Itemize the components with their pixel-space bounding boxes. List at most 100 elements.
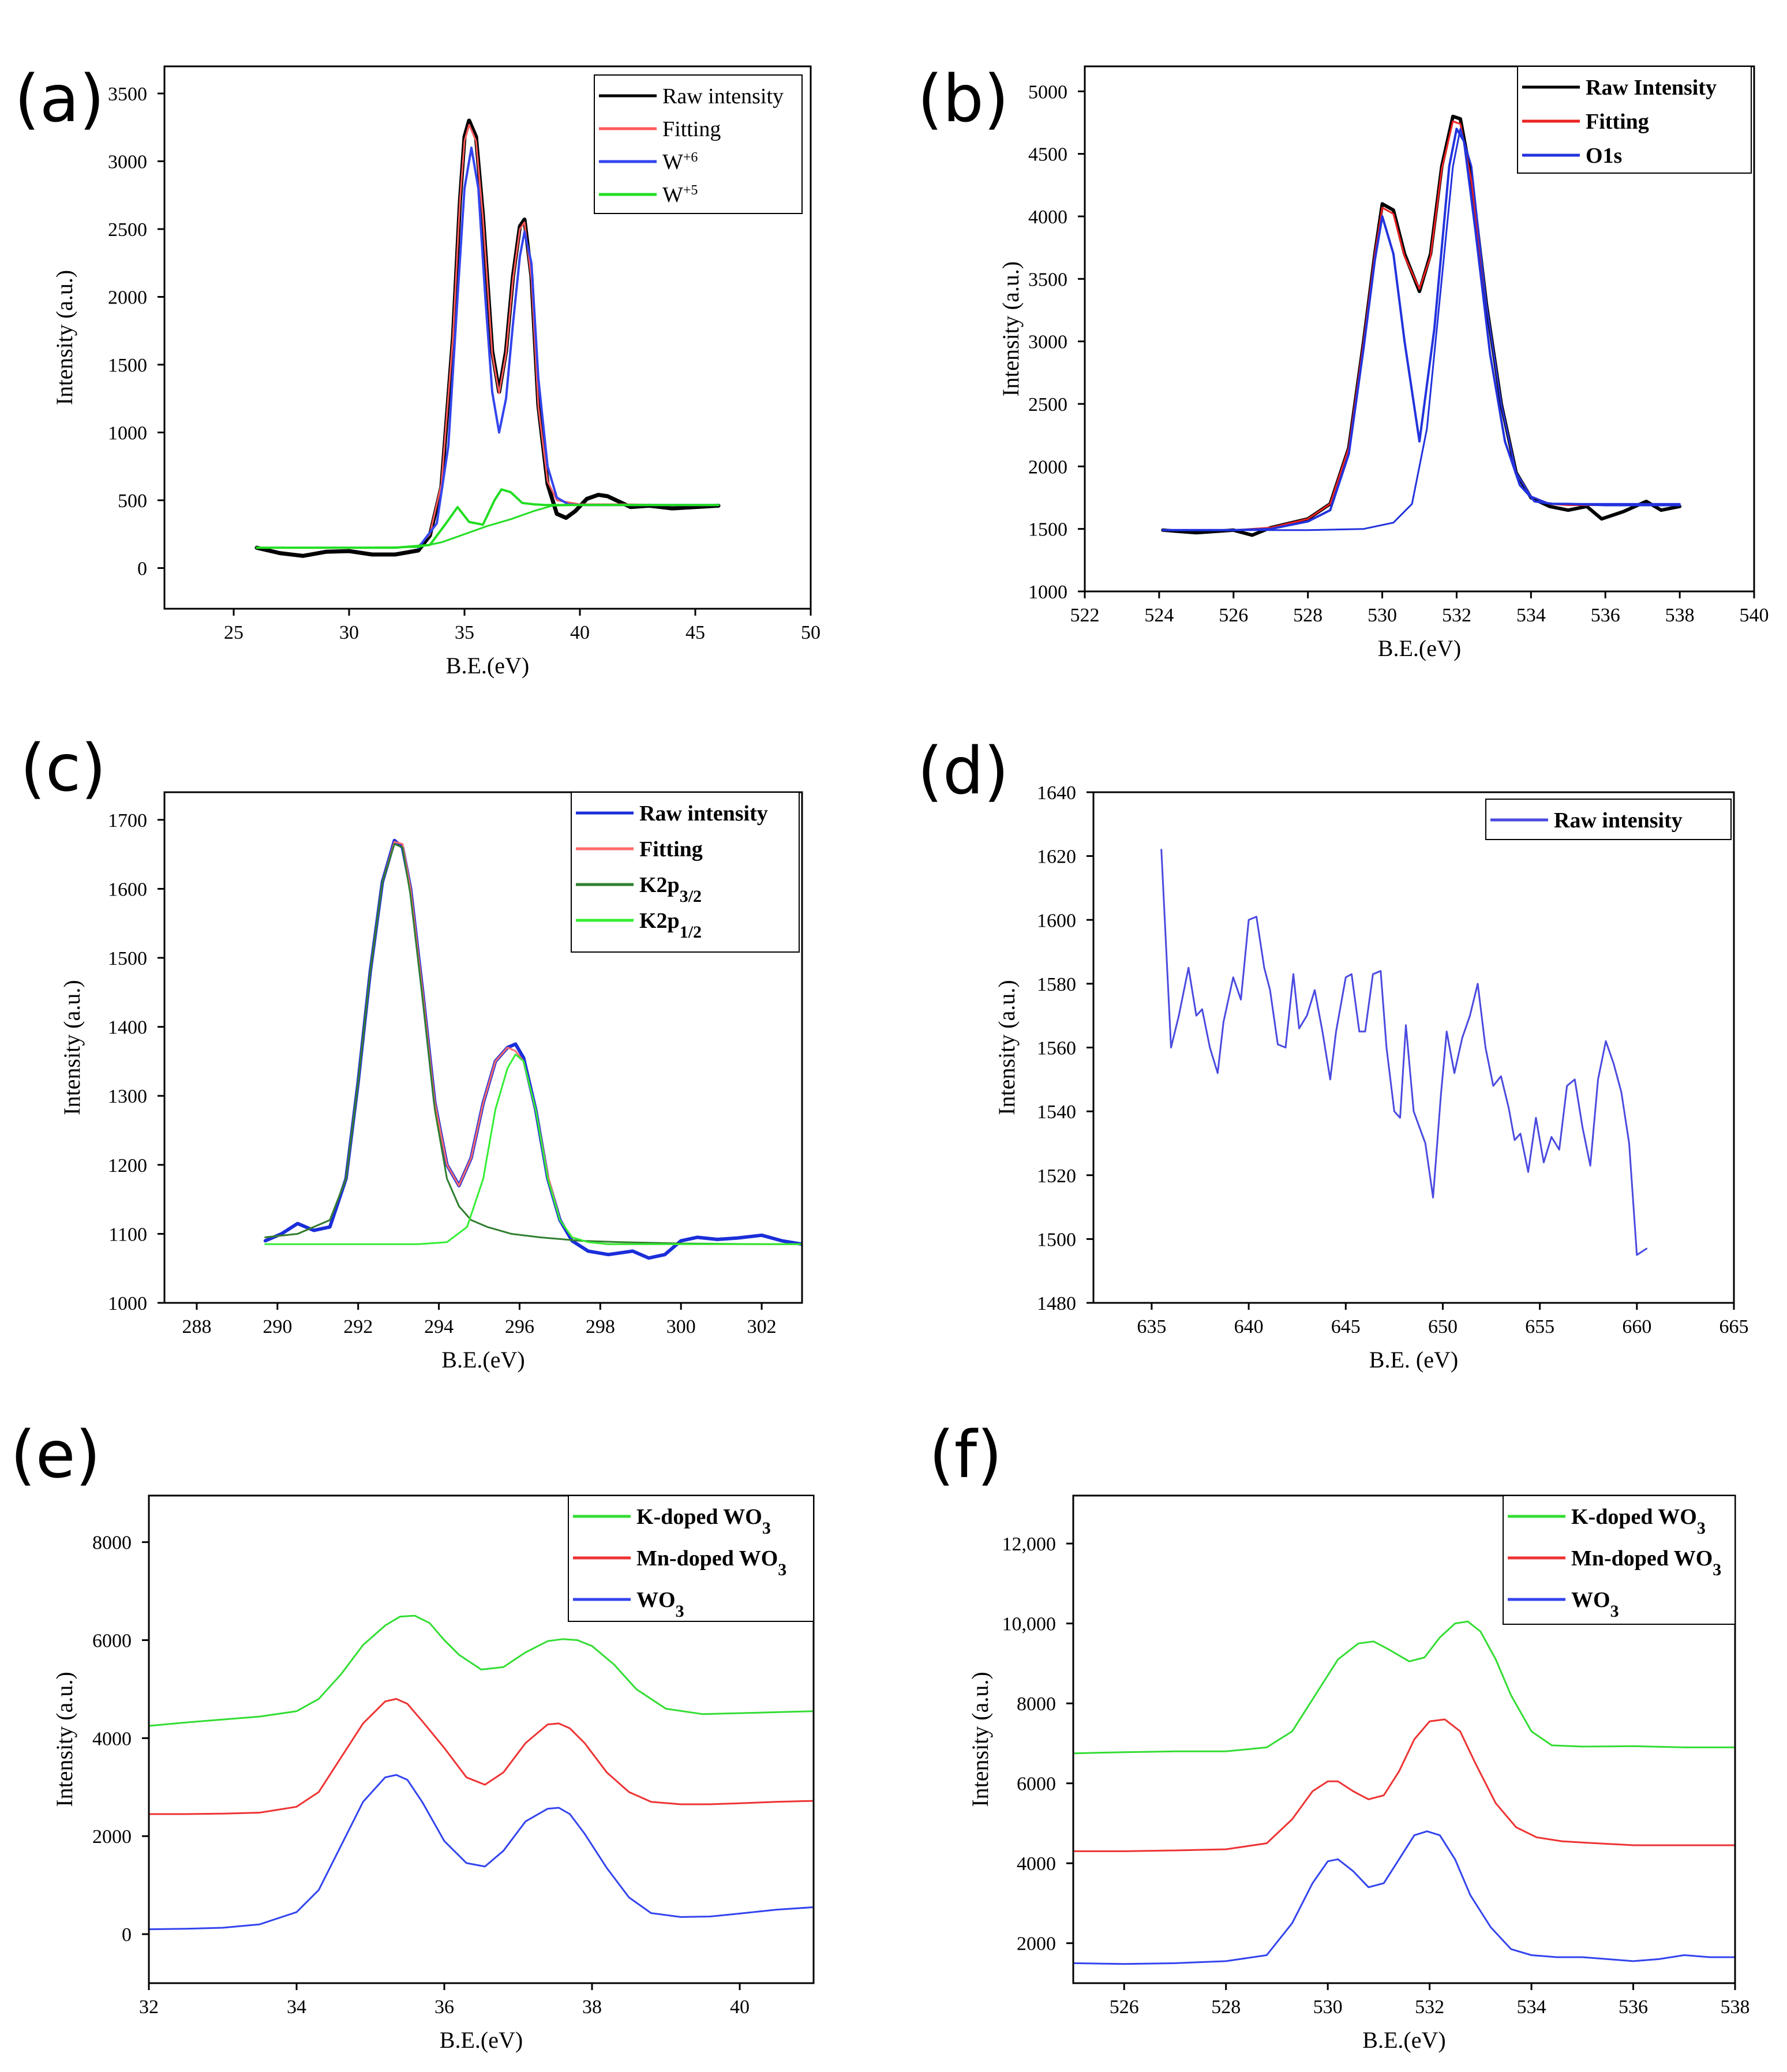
x-tick-label: 532 <box>1415 1996 1444 2018</box>
x-axis-title: B.E.(eV) <box>441 1347 525 1373</box>
legend-label: Fitting <box>639 837 703 861</box>
y-axis-title: Intensity (a.u.) <box>59 980 85 1115</box>
x-tick-label: 524 <box>1144 605 1174 626</box>
legend-label: W+6 <box>662 150 698 174</box>
x-tick-label: 530 <box>1368 605 1397 626</box>
y-tick-label: 1620 <box>1037 846 1076 868</box>
x-tick-label: 35 <box>455 622 474 643</box>
x-tick-label: 45 <box>685 622 705 643</box>
series-line-k-doped-wo3 <box>1073 1620 1735 1755</box>
panel-label: (b) <box>917 62 1009 137</box>
x-tick-label: 526 <box>1110 1996 1139 2018</box>
y-tick-label: 12,000 <box>1002 1534 1057 1555</box>
panel-label: (d) <box>917 734 1009 809</box>
x-tick-label: 538 <box>1665 605 1695 626</box>
x-tick-label: 32 <box>139 1996 159 2018</box>
y-axis-title: Intensity (a.u.) <box>51 1672 77 1807</box>
x-tick-label: 528 <box>1211 1996 1241 2018</box>
y-tick-label: 0 <box>122 1924 132 1946</box>
y-tick-label: 4000 <box>92 1728 132 1749</box>
y-tick-label: 1480 <box>1037 1293 1076 1314</box>
x-tick-label: 290 <box>263 1316 292 1337</box>
y-axis-title: Intensity (a.u.) <box>967 1672 993 1807</box>
x-tick-label: 528 <box>1293 605 1323 626</box>
chart-panel-e: (e) 32 34 36 38 40 0 2000 4000 6000 8000 B.E.(eV) In… <box>10 1418 815 2053</box>
legend-label: Raw intensity <box>662 84 784 108</box>
chart-panel-c: (c) 288 290 292 294 296 298 300 302 1000 1100 1200 1… <box>20 731 803 1373</box>
x-tick-label: 640 <box>1234 1316 1264 1337</box>
x-tick-label: 655 <box>1525 1316 1554 1337</box>
series-line-k2p3-2 <box>264 843 802 1245</box>
x-tick-label: 30 <box>339 622 359 643</box>
x-tick-label: 25 <box>224 622 243 643</box>
chart-panel-b: (b) 522 524 526 528 530 532 534 536 538 540 1000 150… <box>917 62 1769 661</box>
y-tick-label: 1540 <box>1037 1101 1076 1123</box>
legend-label: K2p3/2 <box>639 873 702 906</box>
x-tick-label: 294 <box>424 1316 454 1337</box>
x-tick-label: 645 <box>1331 1316 1361 1337</box>
chart-panel-a: (a)25 30 35 40 45 500500100015002000250030003… <box>14 62 821 679</box>
y-axis-title: Intensity (a.u.) <box>51 270 77 405</box>
x-tick-label: 536 <box>1619 1996 1648 2018</box>
legend-box <box>594 74 803 214</box>
legend-label: Raw intensity <box>639 801 768 826</box>
x-tick-label: 530 <box>1313 1996 1343 2018</box>
legend-box <box>571 792 800 953</box>
legend-label: Mn-doped WO3 <box>636 1546 786 1579</box>
y-tick-label: 1500 <box>1037 1229 1076 1250</box>
x-tick-label: 536 <box>1591 605 1620 626</box>
series-line-w-5-baseline <box>256 504 720 549</box>
x-tick-label: 302 <box>747 1316 777 1337</box>
legend-label: O1s <box>1586 144 1622 168</box>
y-tick-label: 1580 <box>1037 974 1076 995</box>
legend-label: Fitting <box>662 117 721 141</box>
y-tick-label: 6000 <box>92 1631 132 1652</box>
legend: Raw intensity <box>1485 799 1732 840</box>
x-tick-label: 296 <box>505 1316 534 1337</box>
y-tick-label: 0 <box>137 559 147 580</box>
y-tick-label: 1520 <box>1037 1166 1076 1187</box>
y-tick-label: 1000 <box>108 1293 147 1314</box>
y-tick-label: 2000 <box>92 1826 132 1848</box>
plot-frame <box>163 791 803 1304</box>
x-axis-title: B.E.(eV) <box>446 653 529 679</box>
y-tick-label: 1000 <box>1028 582 1067 603</box>
x-tick-label: 298 <box>586 1316 615 1337</box>
x-tick-label: 540 <box>1740 605 1769 626</box>
y-tick-label: 1100 <box>108 1224 147 1245</box>
plot-frame <box>163 65 812 610</box>
x-tick-label: 660 <box>1622 1316 1651 1337</box>
legend-label: Fitting <box>1586 110 1649 134</box>
plot-frame <box>1084 65 1755 593</box>
x-tick-label: 40 <box>730 1996 750 2018</box>
y-tick-label: 3500 <box>108 84 147 105</box>
x-tick-label: 50 <box>801 622 821 643</box>
x-tick-label: 34 <box>287 1996 306 2018</box>
y-tick-label: 1500 <box>108 355 147 376</box>
y-tick-label: 1560 <box>1037 1038 1076 1059</box>
x-tick-label: 292 <box>343 1316 373 1337</box>
y-tick-label: 1200 <box>108 1155 147 1176</box>
y-tick-label: 2500 <box>108 219 147 241</box>
legend-label: K-doped WO3 <box>1571 1505 1706 1538</box>
x-tick-label: 635 <box>1137 1316 1166 1337</box>
x-tick-label: 534 <box>1517 1996 1546 2018</box>
y-tick-label: 1000 <box>108 423 147 444</box>
y-tick-label: 8000 <box>1017 1693 1056 1715</box>
x-axis-title: B.E.(eV) <box>440 2027 523 2053</box>
series-line-o1s <box>1162 128 1681 531</box>
y-tick-label: 10,000 <box>1002 1614 1057 1635</box>
x-tick-label: 288 <box>182 1316 211 1337</box>
legend-label: Raw intensity <box>1554 808 1683 833</box>
x-tick-label: 650 <box>1428 1316 1458 1337</box>
y-tick-label: 2500 <box>1028 394 1067 415</box>
x-tick-label: 534 <box>1516 605 1546 626</box>
y-axis-title: Intensity (a.u.) <box>998 261 1024 396</box>
x-axis-title: B.E. (eV) <box>1369 1347 1458 1373</box>
x-tick-label: 665 <box>1719 1316 1749 1337</box>
y-tick-label: 2000 <box>1028 456 1067 478</box>
panel-label: (a) <box>14 62 104 137</box>
x-tick-label: 526 <box>1219 605 1248 626</box>
plot-frame <box>1092 791 1735 1304</box>
